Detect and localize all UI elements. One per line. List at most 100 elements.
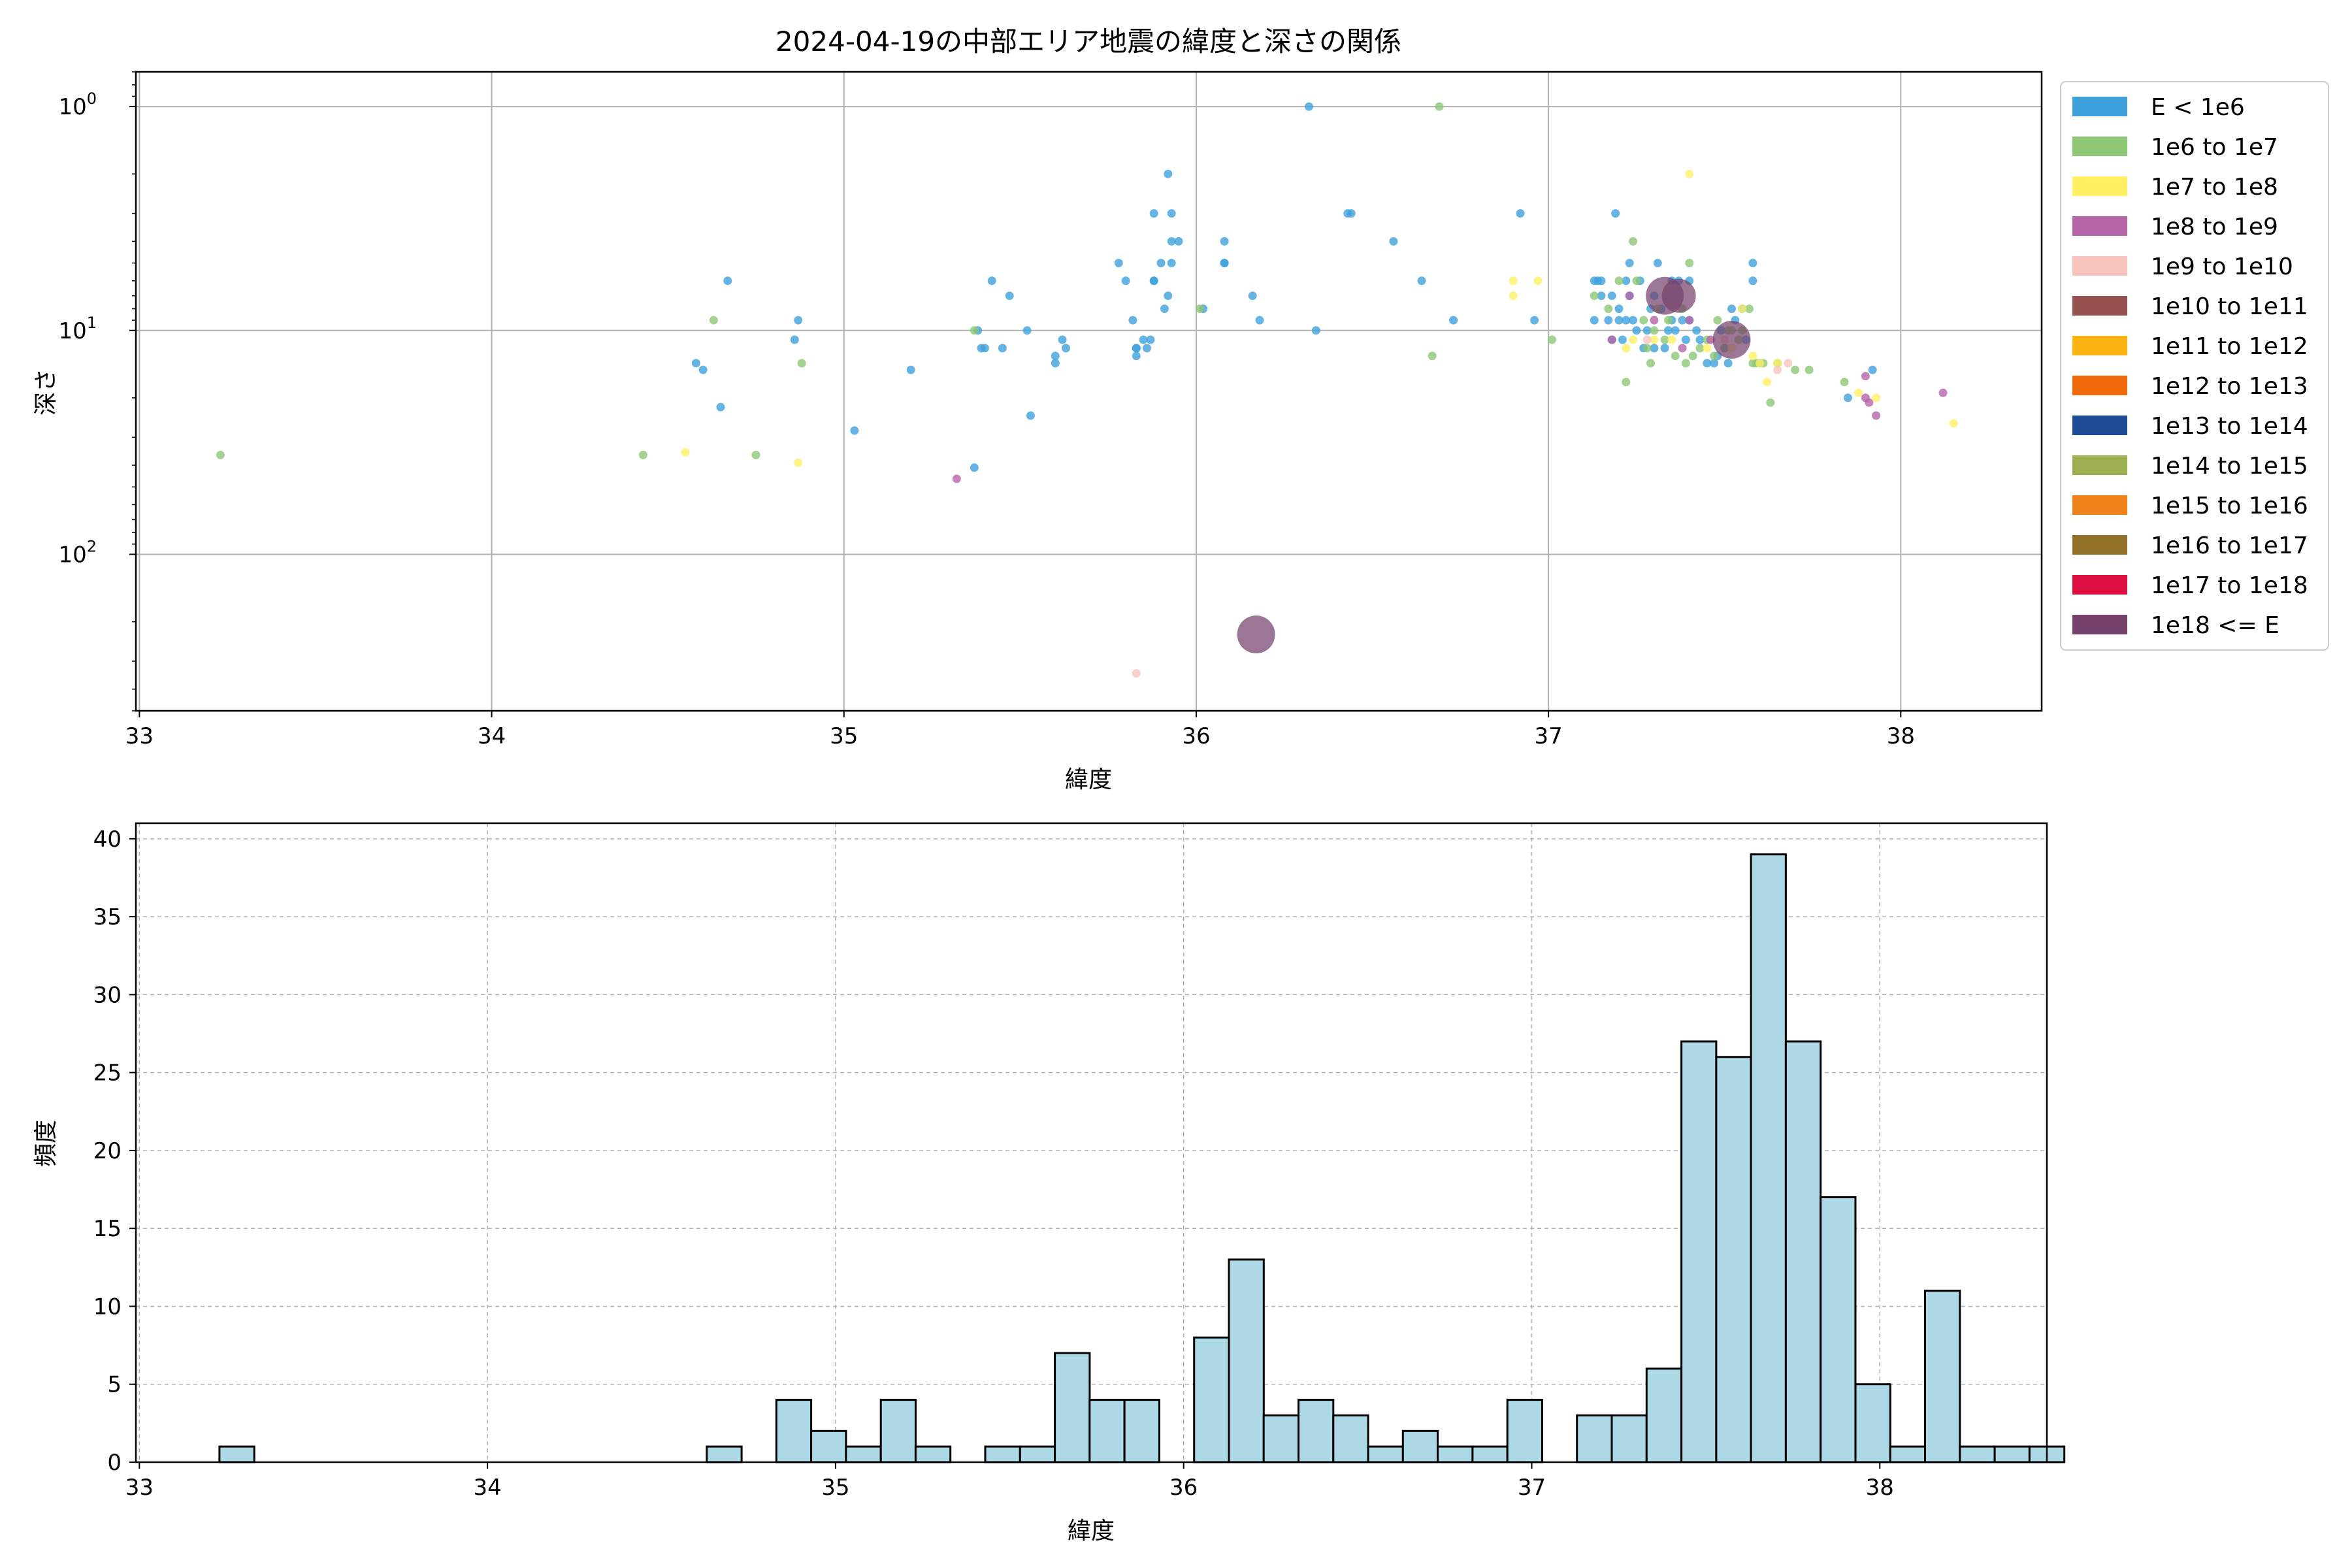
histogram-y-tick-label: 25	[93, 1060, 122, 1086]
scatter-point-e-1e6	[906, 365, 915, 374]
histogram-bar	[1054, 1352, 1091, 1463]
scatter-point-1e6-to-1e7	[1195, 304, 1204, 314]
histogram-x-tick-label: 34	[473, 1475, 501, 1501]
scatter-point-1e7-to-1e8	[1756, 359, 1765, 368]
scatter-point-1e6-to-1e7	[1639, 316, 1648, 325]
scatter-point-e-1e6	[1748, 276, 1757, 286]
legend-swatch-1e8-to-1e9	[2072, 216, 2127, 236]
histogram-y-tick-label: 15	[93, 1216, 122, 1242]
scatter-point-e-1e6	[1139, 335, 1148, 344]
legend-swatch-1e10-to-1e11	[2072, 296, 2127, 316]
scatter-point-e-1e6	[1149, 276, 1158, 286]
histogram-bar	[1889, 1445, 1926, 1463]
histogram-x-tick-label: 36	[1169, 1475, 1198, 1501]
histogram-bar	[1610, 1414, 1648, 1463]
legend-swatch-e-1e6	[2072, 97, 2127, 116]
scatter-point-e-1e6	[1255, 316, 1264, 325]
scatter-point-1e6-to-1e7	[1650, 326, 1659, 335]
scatter-point-e-1e6	[1642, 326, 1652, 335]
histogram-bar	[1437, 1445, 1474, 1463]
scatter-point-1e6-to-1e7	[1685, 259, 1694, 268]
histogram-bar	[1993, 1445, 2031, 1463]
scatter-grid	[136, 72, 2042, 711]
scatter-point-e-1e6	[1692, 326, 1701, 335]
scatter-point-1e9-to-1e10	[1784, 359, 1793, 368]
scatter-point-e-1e6	[1622, 316, 1631, 325]
scatter-point-e-1e6	[790, 335, 799, 344]
scatter-point-e-1e6	[1149, 209, 1158, 218]
legend-label-1e7-to-1e8: 1e7 to 1e8	[2151, 174, 2278, 201]
legend-swatch-1e15-to-1e16	[2072, 495, 2127, 515]
histogram-bar	[1784, 1040, 1822, 1463]
histogram-x-axis-label: 緯度	[1068, 1518, 1115, 1544]
scatter-point-1e7-to-1e8	[1667, 335, 1676, 344]
histogram-bar	[845, 1445, 882, 1463]
histogram-plot-frame	[135, 822, 2048, 1463]
scatter-point-1e6-to-1e7	[1805, 365, 1814, 374]
scatter-point-e-1e6	[1597, 291, 1606, 301]
histogram-bar	[1228, 1258, 1265, 1463]
scatter-point-e-1e6	[1311, 326, 1320, 335]
scatter-point-1e8-to-1e9	[1865, 398, 1874, 407]
scatter-x-tick-label: 33	[125, 723, 154, 749]
scatter-point-e-1e6	[1051, 359, 1060, 368]
scatter-point-1e7-to-1e8	[1533, 276, 1543, 286]
histogram-bar	[1680, 1040, 1718, 1463]
scatter-point-1e7-to-1e8	[1773, 359, 1782, 368]
scatter-x-tick-label: 38	[1887, 723, 1915, 749]
scatter-point-e-1e6	[987, 276, 996, 286]
scatter-point-1e7-to-1e8	[1685, 169, 1694, 178]
scatter-point-1e6-to-1e7	[1622, 378, 1631, 387]
scatter-chart: 2024-04-19の中部エリア地震の緯度と深さの関係 33 34 35 36 37 38…	[33, 25, 2329, 793]
scatter-point-e-1e6	[1160, 304, 1169, 314]
histogram-bar	[914, 1445, 952, 1463]
legend-label-1e6-to-1e7: 1e6 to 1e7	[2151, 134, 2278, 161]
scatter-point-e-1e6	[691, 359, 700, 368]
scatter-point-e-1e6	[980, 344, 989, 353]
scatter-point-e-1e6	[1664, 326, 1673, 335]
scatter-point-1e9-to-1e10	[1773, 365, 1782, 374]
scatter-point-1e6-to-1e7	[1642, 344, 1652, 353]
histogram-y-tick-label: 30	[93, 982, 122, 1008]
scatter-point-1e9-to-1e10	[1132, 669, 1141, 678]
scatter-point-e-1e6	[1516, 209, 1525, 218]
scatter-y-tick-label: 102	[58, 537, 97, 568]
scatter-point-1e7-to-1e8	[1738, 304, 1747, 314]
scatter-point-e-1e6	[1132, 344, 1141, 353]
scatter-point-1e6-to-1e7	[1548, 335, 1556, 344]
histogram-bar	[775, 1399, 813, 1463]
scatter-point-e-1e6	[970, 463, 979, 472]
scatter-point-1e6-to-1e7	[1664, 316, 1673, 325]
scatter-point-e-1e6	[1660, 344, 1669, 353]
histogram-bar	[706, 1445, 743, 1463]
scatter-point-e-1e6	[716, 402, 725, 412]
histogram-bar	[1193, 1336, 1230, 1463]
scatter-point-1e6-to-1e7	[751, 450, 760, 459]
scatter-point-1e6-to-1e7	[1713, 316, 1722, 325]
scatter-point-e-1e6	[1671, 326, 1680, 335]
scatter-point-e-1e6	[1727, 304, 1736, 314]
scatter-point-1e6-to-1e7	[1745, 304, 1754, 314]
legend-label-1e9-to-1e10: 1e9 to 1e10	[2151, 253, 2293, 280]
scatter-point-1e9-to-1e10	[1642, 335, 1652, 344]
histogram-y-tick-label: 10	[93, 1294, 122, 1320]
scatter-point-e-1e6	[1650, 344, 1659, 353]
histogram-y-tick-label: 20	[93, 1138, 122, 1164]
scatter-point-1e8-to-1e9	[952, 474, 961, 483]
legend-frame	[2060, 81, 2329, 651]
scatter-y-tick-label: 100	[58, 90, 97, 120]
scatter-point-1e8-to-1e9	[1938, 388, 1948, 397]
scatter-point-e-1e6	[1625, 259, 1634, 268]
legend-swatch-1e18-e	[2072, 615, 2127, 634]
legend-label-1e18-e: 1e18 <= E	[2151, 612, 2279, 639]
histogram-bar	[1088, 1399, 1126, 1463]
scatter-point-1e7-to-1e8	[681, 448, 690, 457]
scatter-x-axis-label: 緯度	[1065, 766, 1112, 793]
scatter-point-e-1e6	[1347, 209, 1356, 218]
legend-swatch-1e7-to-1e8	[2072, 176, 2127, 196]
scatter-point-e-1e6	[1132, 351, 1141, 361]
scatter-point-1e6-to-1e7	[1681, 359, 1690, 368]
scatter-point-1e6-to-1e7	[1840, 378, 1849, 387]
scatter-point-1e8-to-1e9	[1872, 411, 1881, 420]
